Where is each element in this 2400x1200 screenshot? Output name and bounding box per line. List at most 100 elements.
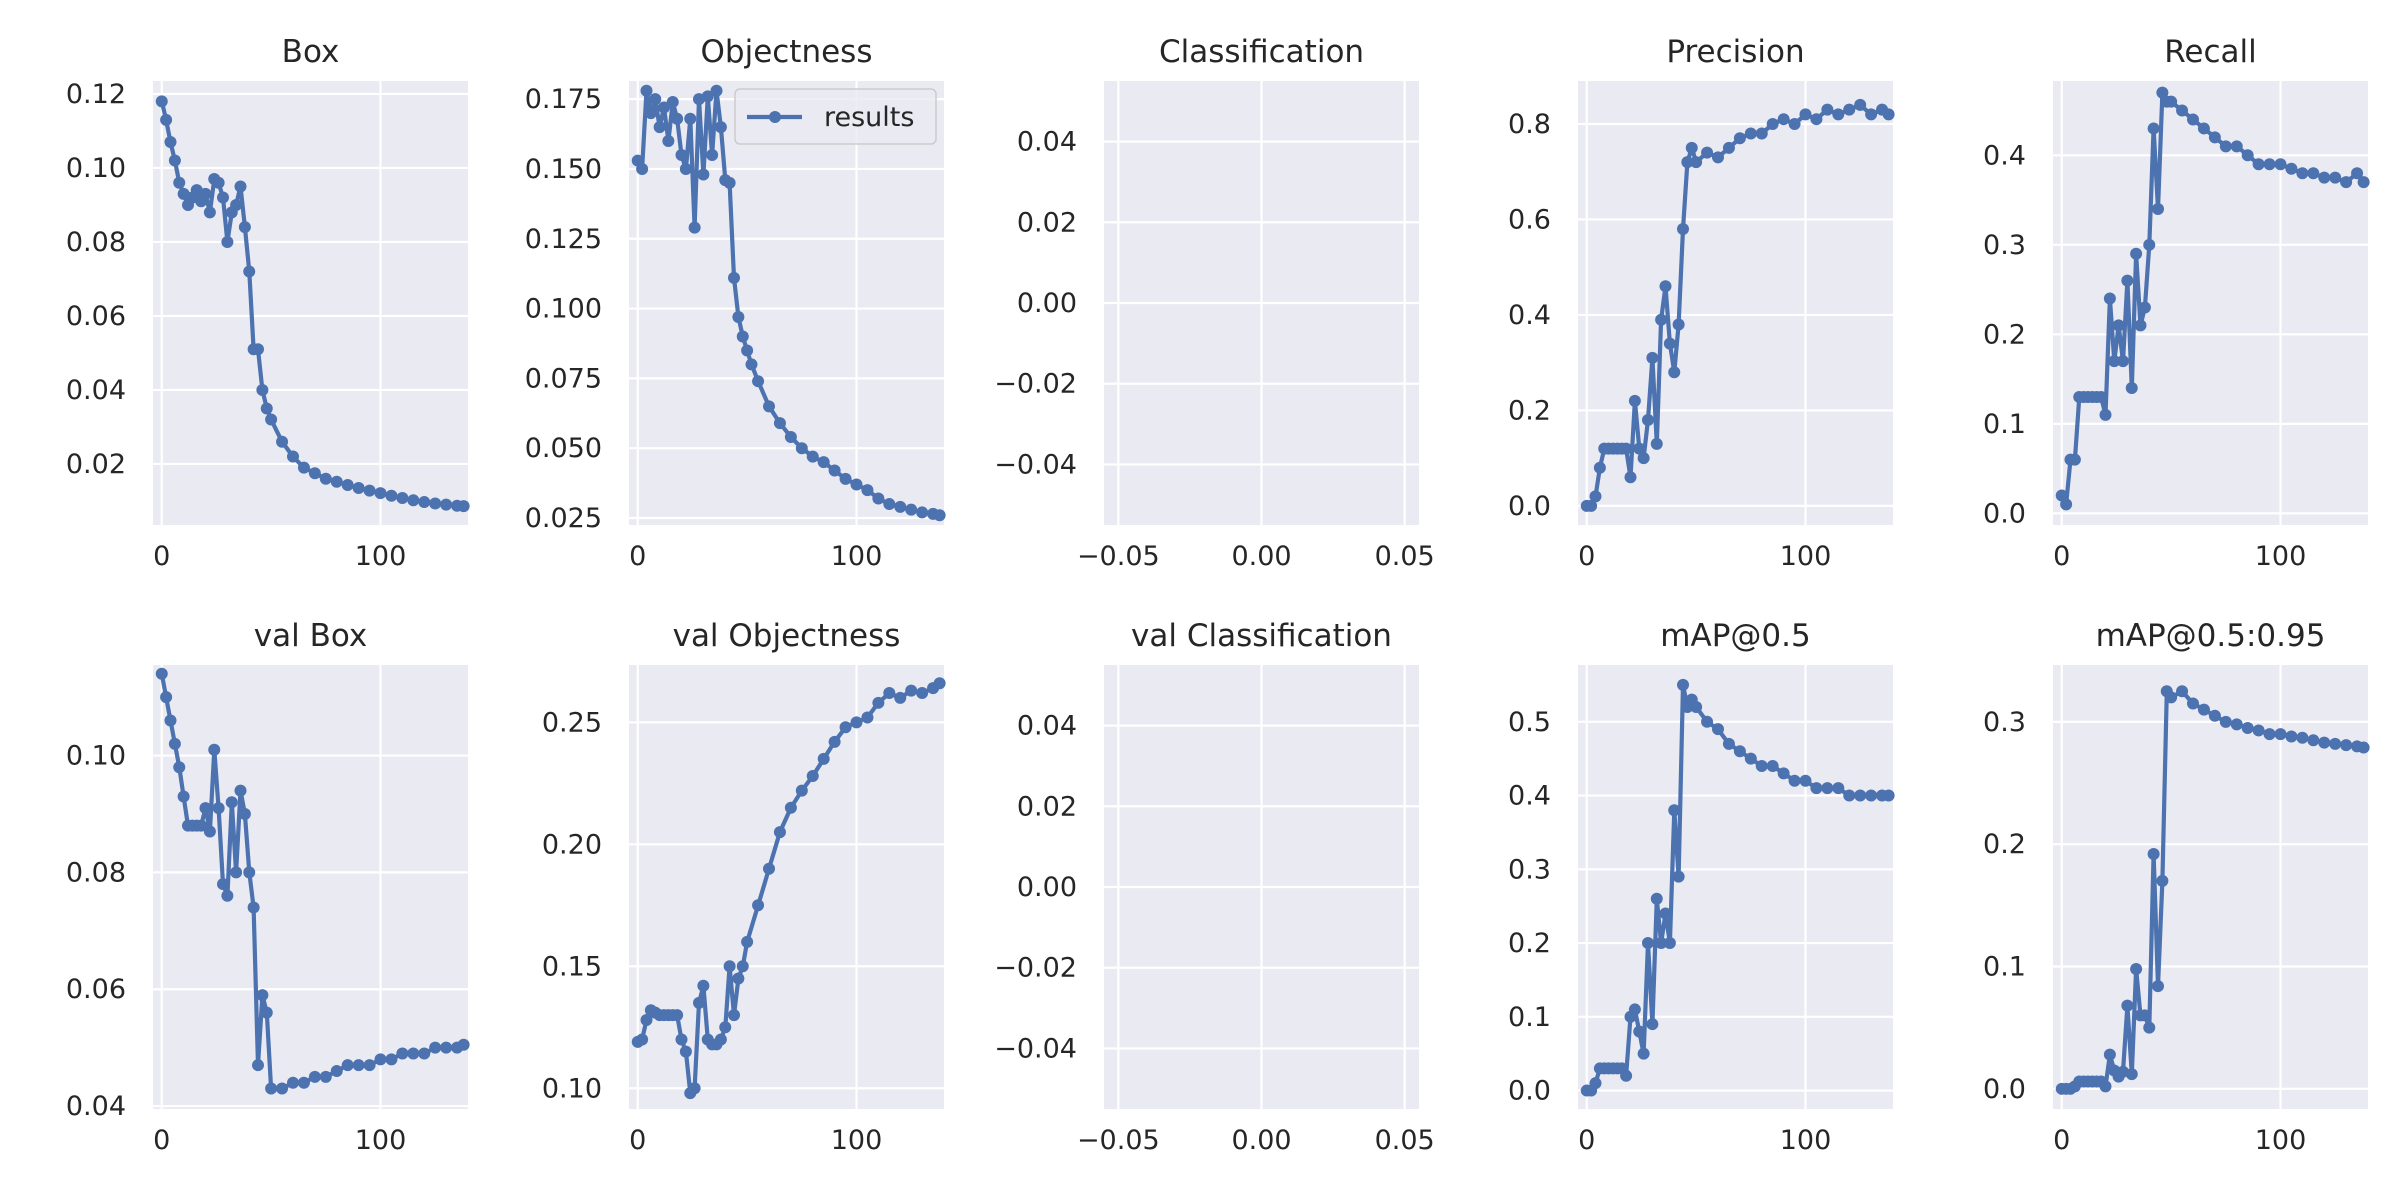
data-point (1620, 442, 1633, 455)
data-point (653, 121, 666, 134)
y-tick-label: 0.15 (542, 951, 602, 982)
x-tick-label: −0.05 (1077, 1125, 1160, 1156)
data-point (883, 687, 896, 700)
panel-val-objectness: 0.10 0.15 0.20 0.25 0 100 val Objectness (542, 618, 946, 1156)
x-tick-label: 0 (1578, 1125, 1595, 1156)
data-point (1646, 1018, 1659, 1031)
data-point (2307, 167, 2320, 180)
data-point (457, 500, 470, 513)
data-point (817, 752, 830, 765)
chart-title: Classification (1159, 34, 1364, 70)
data-point (1854, 789, 1867, 802)
data-point (861, 711, 874, 724)
panel-val-box: 0.04 0.06 0.08 0.10 0 100 val Box (66, 618, 470, 1156)
data-point (2318, 171, 2331, 184)
data-point (276, 435, 289, 448)
data-point (1755, 760, 1768, 773)
data-point (693, 996, 705, 1009)
data-point (168, 737, 181, 750)
data-point (1633, 1025, 1646, 1038)
data-point (2143, 238, 2156, 251)
y-tick-label: 0.12 (66, 79, 126, 110)
data-point (675, 149, 688, 161)
data-point (341, 479, 354, 492)
data-point (297, 1076, 310, 1089)
data-point (2143, 1021, 2156, 1034)
data-point (212, 176, 225, 189)
y-tick-label: 0.1 (1508, 1002, 1551, 1033)
data-point (374, 487, 387, 500)
x-tick-label: 0 (153, 541, 170, 572)
plot-area (1578, 81, 1893, 525)
data-point (2208, 131, 2221, 144)
x-tick-label: 100 (2255, 541, 2307, 572)
y-tick-label: 0.1 (1983, 409, 2026, 440)
data-point (2329, 171, 2342, 184)
data-point (1865, 789, 1878, 802)
x-tick-label: 0 (1578, 541, 1595, 572)
data-point (238, 807, 251, 820)
data-point (784, 801, 797, 814)
y-tick-label: 0.0 (1983, 498, 2026, 529)
y-tick-label: 0.4 (1508, 781, 1551, 812)
chart-title: val Box (254, 618, 367, 654)
data-point (658, 101, 670, 114)
x-tick-label: 100 (2255, 1125, 2307, 1156)
data-point (2176, 104, 2189, 117)
data-point (1642, 937, 1654, 950)
data-point (644, 107, 657, 120)
data-point (265, 413, 278, 426)
y-tick-label: 0.050 (525, 433, 602, 464)
data-point (2134, 319, 2147, 332)
data-point (260, 402, 273, 415)
data-point (1637, 1047, 1650, 1060)
data-point (728, 1009, 740, 1022)
data-point (1821, 782, 1834, 795)
y-tick-label: −0.04 (994, 1033, 1077, 1064)
data-point (160, 113, 173, 126)
data-point (199, 802, 212, 815)
y-tick-label: 0.02 (1017, 207, 1077, 238)
plot-area (629, 81, 944, 525)
y-tick-label: 0.06 (66, 974, 126, 1005)
x-tick-label: 0 (153, 1125, 170, 1156)
data-point (2165, 95, 2178, 108)
x-tick-label: 0.05 (1375, 1125, 1435, 1156)
data-point (1744, 752, 1757, 765)
data-point (2112, 319, 2125, 332)
data-point (728, 271, 740, 284)
data-point (164, 714, 177, 727)
x-tick-label: 100 (355, 541, 407, 572)
y-tick-label: −0.02 (994, 369, 1077, 400)
data-point (933, 509, 946, 522)
data-point (666, 95, 679, 108)
y-tick-label: 0.08 (66, 857, 126, 888)
data-point (2296, 731, 2309, 744)
data-point (234, 784, 247, 797)
data-point (2219, 715, 2232, 728)
data-point (636, 1033, 649, 1046)
data-point (1624, 471, 1637, 484)
data-point (2055, 489, 2068, 502)
plot-area (2053, 81, 2368, 525)
data-point (308, 467, 321, 480)
data-point (2152, 203, 2164, 216)
legend-box (734, 88, 937, 145)
x-tick-label: 100 (831, 1125, 883, 1156)
data-point (710, 84, 723, 97)
y-tick-label: 0.04 (1017, 127, 1077, 158)
x-tick-label: −0.05 (1077, 541, 1160, 572)
data-point (773, 826, 786, 839)
data-point (1777, 767, 1790, 780)
data-point (2068, 453, 2081, 466)
y-tick-label: −0.04 (994, 449, 1077, 480)
data-point (155, 667, 168, 680)
data-point (714, 121, 727, 134)
data-point (2103, 1048, 2116, 1061)
data-point (177, 790, 190, 803)
data-point (1642, 413, 1654, 426)
x-tick-label: 0.00 (1231, 541, 1291, 572)
data-point (2125, 1068, 2138, 1081)
data-point (741, 935, 754, 948)
panel-precision: 0.0 0.2 0.4 0.6 0.8 0 100 Precision (1508, 34, 1895, 572)
